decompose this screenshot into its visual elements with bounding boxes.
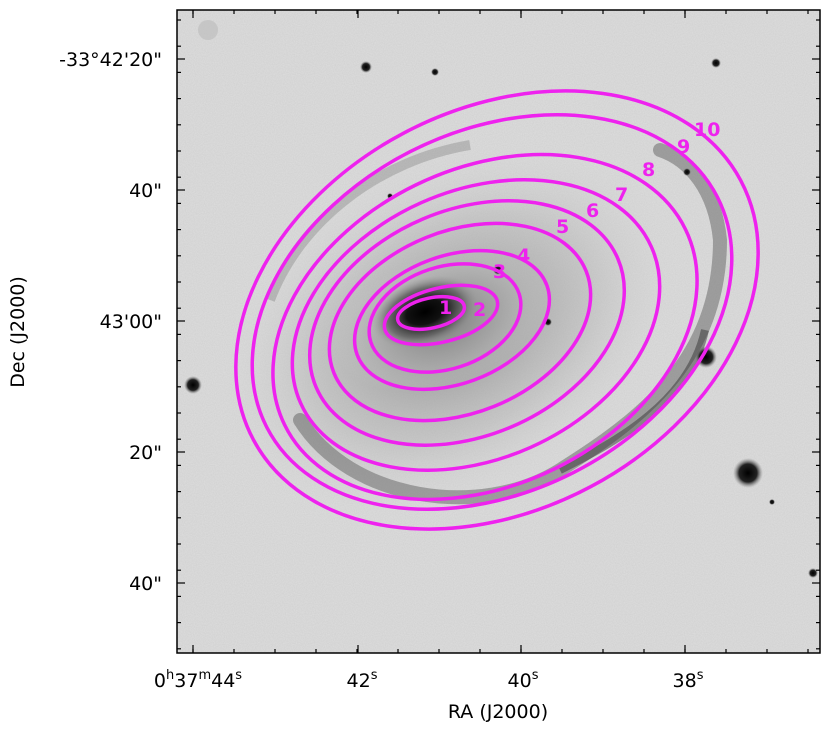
ring-label-6: 6 bbox=[586, 200, 599, 222]
ellipse-8 bbox=[271, 152, 699, 502]
y-axis-title: Dec (J2000) bbox=[7, 276, 29, 388]
star bbox=[683, 168, 691, 176]
ring-label-3: 3 bbox=[493, 261, 506, 283]
star bbox=[733, 458, 763, 488]
plot-frame bbox=[176, 9, 821, 654]
star bbox=[360, 61, 372, 73]
x-tick-label: 42s bbox=[347, 668, 378, 692]
ring-label-7: 7 bbox=[615, 184, 628, 206]
x-tick-labels: 0h37m44s 42s 40s 38s bbox=[154, 668, 704, 692]
ellipse-3 bbox=[367, 262, 523, 374]
ring-label-5: 5 bbox=[556, 216, 569, 238]
ring-label-2: 2 bbox=[473, 299, 486, 321]
ellipse-9 bbox=[250, 112, 734, 512]
ellipse-4 bbox=[352, 248, 552, 392]
ring-label-1: 1 bbox=[439, 297, 452, 319]
ellipse-1 bbox=[395, 294, 467, 332]
ellipse-6 bbox=[307, 199, 627, 447]
star bbox=[184, 376, 202, 394]
galaxy-core bbox=[371, 275, 479, 349]
ring-label-9: 9 bbox=[677, 136, 690, 158]
sky-image bbox=[177, 10, 820, 653]
x-axis-title: RA (J2000) bbox=[448, 701, 548, 723]
ring-label-8: 8 bbox=[642, 159, 655, 181]
y-tick-label: 40" bbox=[129, 573, 162, 595]
y-tick-labels: -33°42'20" 40" 43'00" 20" 40" bbox=[59, 49, 162, 595]
ellipse-5 bbox=[327, 221, 593, 423]
x-tick-label: 38s bbox=[673, 668, 704, 692]
x-tick-label: 40s bbox=[508, 668, 539, 692]
ellipse-10 bbox=[234, 89, 760, 531]
star bbox=[769, 499, 775, 505]
spiral-arm bbox=[293, 143, 728, 505]
y-tick-label: 20" bbox=[129, 442, 162, 464]
y-tick-label: 40" bbox=[129, 180, 162, 202]
axis-ticks bbox=[177, 10, 820, 653]
y-tick-label: 43'00" bbox=[100, 311, 162, 333]
ring-labels: 1 2 3 4 5 6 7 8 9 10 bbox=[439, 119, 720, 321]
isophote-ellipses bbox=[234, 89, 760, 531]
star bbox=[808, 568, 818, 578]
star bbox=[711, 58, 721, 68]
x-tick-label: 0h37m44s bbox=[154, 668, 242, 692]
ring-label-4: 4 bbox=[517, 245, 530, 267]
ellipse-2 bbox=[382, 283, 500, 347]
ring-label-10: 10 bbox=[694, 119, 720, 141]
ellipse-7 bbox=[290, 178, 662, 472]
y-tick-label: -33°42'20" bbox=[59, 49, 162, 71]
star bbox=[431, 68, 439, 76]
